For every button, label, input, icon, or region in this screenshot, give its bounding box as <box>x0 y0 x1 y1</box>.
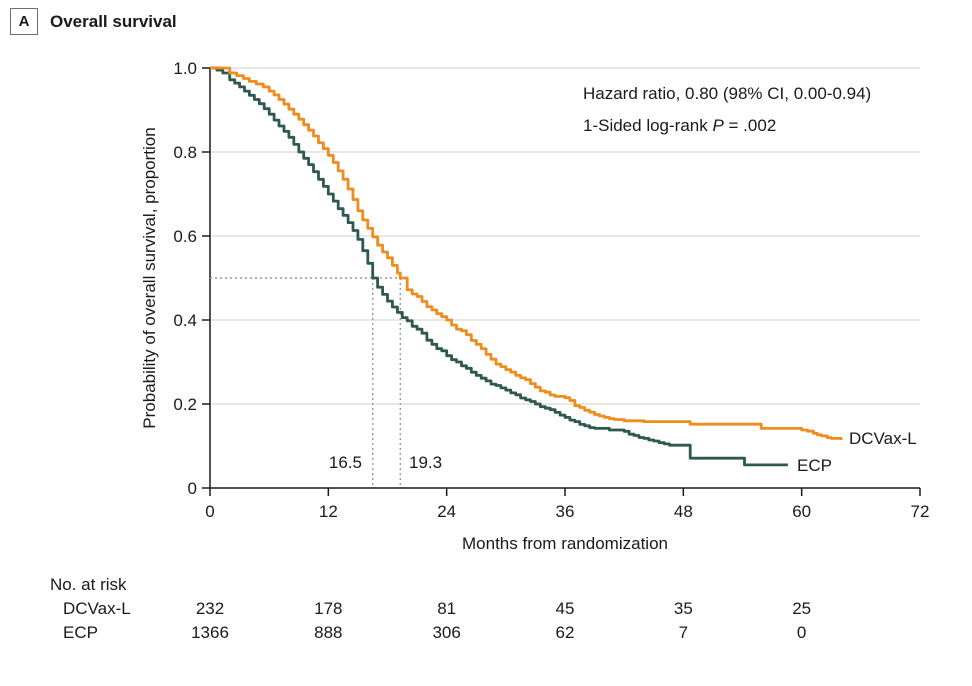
median-label-ecp: 16.5 <box>329 453 362 472</box>
logrank-annotation: 1-Sided log-rank P = .002 <box>583 116 776 135</box>
y-tick-label: 0.2 <box>173 395 197 414</box>
y-tick-label: 0 <box>188 479 197 498</box>
median-guides <box>210 277 402 488</box>
risk-table-header: No. at risk <box>50 575 127 594</box>
x-tick-label: 60 <box>792 502 811 521</box>
risk-count: 35 <box>674 599 693 618</box>
risk-count: 7 <box>679 623 688 642</box>
km-curve-ecp <box>210 66 788 467</box>
x-tick-label: 72 <box>911 502 930 521</box>
x-axis-title: Months from randomization <box>462 534 668 553</box>
y-tick-label: 0.6 <box>173 227 197 246</box>
risk-count: 232 <box>196 599 224 618</box>
curve-label-ecp: ECP <box>797 456 832 475</box>
y-tick-label: 0.8 <box>173 143 197 162</box>
median-label-dcvax: 19.3 <box>409 453 442 472</box>
axis-ticks <box>202 67 921 496</box>
x-tick-label: 24 <box>437 502 456 521</box>
y-tick-label: 1.0 <box>173 59 197 78</box>
y-tick-label: 0.4 <box>173 311 197 330</box>
x-tick-label: 0 <box>205 502 214 521</box>
hazard-ratio-annotation: Hazard ratio, 0.80 (98% CI, 0.00-0.94) <box>583 84 871 103</box>
risk-row-label-ecp: ECP <box>63 623 98 642</box>
panel-letter: A <box>10 8 38 35</box>
logrank-prefix: 1-Sided log-rank <box>583 116 712 135</box>
axis-tick-labels: 0 0.2 0.4 0.6 0.8 1.0 0 12 24 36 48 60 72 <box>173 59 929 521</box>
gridlines <box>210 67 920 405</box>
panel-title: Overall survival <box>50 11 177 31</box>
risk-count: 888 <box>314 623 342 642</box>
km-curve-dcvax-l <box>210 66 843 441</box>
risk-count: 62 <box>556 623 575 642</box>
x-tick-label: 48 <box>674 502 693 521</box>
risk-count: 0 <box>797 623 806 642</box>
risk-count: 45 <box>556 599 575 618</box>
risk-count: 178 <box>314 599 342 618</box>
risk-row-label-dcvax: DCVax-L <box>63 599 131 618</box>
curve-label-dcvax: DCVax-L <box>849 429 917 448</box>
panel-header: A Overall survival <box>10 8 177 35</box>
risk-table-numbers: 232 178 81 45 35 25 1366 888 306 62 7 0 <box>191 599 811 642</box>
logrank-value: = .002 <box>724 116 776 135</box>
x-tick-label: 36 <box>556 502 575 521</box>
risk-count: 306 <box>432 623 460 642</box>
x-tick-label: 12 <box>319 502 338 521</box>
logrank-p-symbol: P <box>712 116 724 135</box>
y-axis-title: Probability of overall survival, proport… <box>140 127 159 428</box>
survival-curves <box>210 66 843 467</box>
risk-count: 1366 <box>191 623 229 642</box>
risk-count: 25 <box>792 599 811 618</box>
risk-count: 81 <box>437 599 456 618</box>
